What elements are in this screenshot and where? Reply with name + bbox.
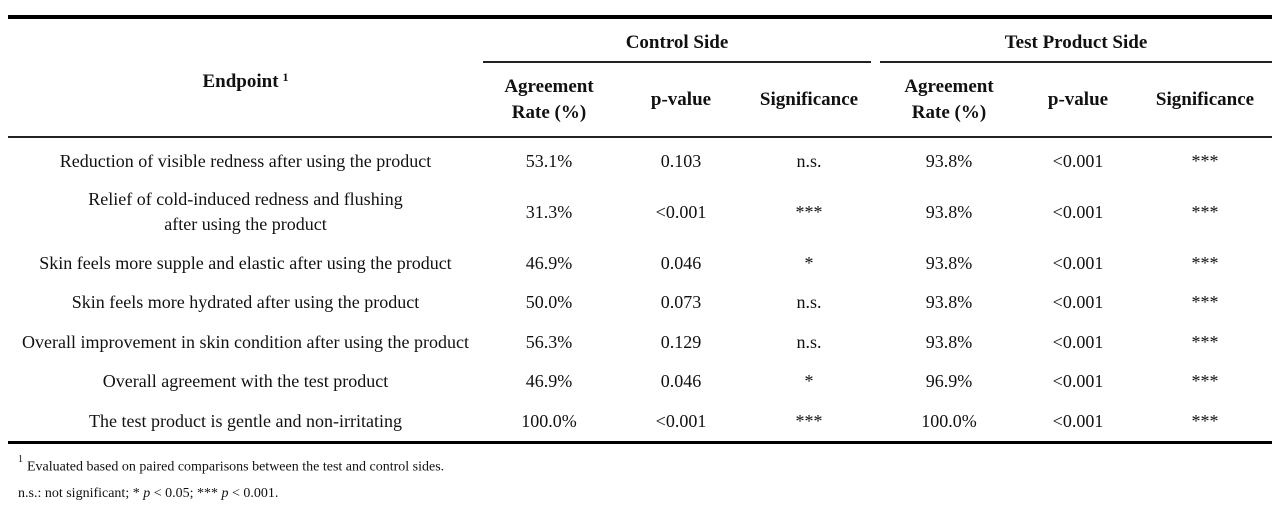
legend-part2: < 0.05; *** (150, 486, 222, 501)
control-agreement-header-line1: Agreement (504, 76, 594, 97)
test-agreement-rate-header: Agreement Rate (%) (880, 70, 1018, 130)
table-row: Skin feels more supple and elastic after… (0, 248, 1277, 278)
control-p-cell: 0.073 (660, 291, 702, 312)
table-row: Overall agreement with the test product … (0, 366, 1277, 396)
control-group-rule (483, 61, 871, 63)
table-top-rule (8, 15, 1272, 19)
endpoint-line2: after using the product (164, 214, 327, 234)
table-row: Relief of cold-induced redness and flush… (0, 185, 1277, 239)
footnote-significance-legend: n.s.: not significant; * p < 0.05; *** p… (18, 485, 278, 503)
control-p-cell: <0.001 (655, 201, 707, 222)
endpoint-cell: Overall improvement in skin condition af… (22, 331, 469, 352)
test-sig-cell: *** (1191, 291, 1219, 312)
test-product-side-header: Test Product Side (1004, 31, 1148, 53)
control-p-cell: 0.046 (660, 370, 702, 391)
control-sig-cell: *** (795, 201, 823, 222)
control-significance-header: Significance (759, 89, 859, 110)
endpoint-line1: Relief of cold-induced redness and flush… (88, 189, 403, 209)
test-sig-cell: *** (1191, 370, 1219, 391)
endpoint-cell: Relief of cold-induced redness and flush… (8, 185, 483, 239)
table-row: The test product is gentle and non-irrit… (0, 406, 1277, 436)
test-p-cell: <0.001 (1052, 291, 1104, 312)
test-significance-header: Significance (1155, 89, 1255, 110)
control-sig-cell: n.s. (796, 291, 822, 312)
table-row: Overall improvement in skin condition af… (0, 327, 1277, 357)
control-p-cell: 0.103 (660, 150, 702, 171)
control-agreement-header-line2: Rate (%) (511, 102, 587, 123)
control-sig-cell: * (804, 370, 814, 391)
control-rate-cell: 100.0% (521, 410, 577, 431)
legend-part3: < 0.001. (228, 486, 279, 501)
legend-part1: n.s.: not significant; * (18, 486, 144, 501)
test-p-cell: <0.001 (1052, 331, 1104, 352)
endpoint-column-header: Endpoint 1 (8, 62, 483, 100)
test-p-cell: <0.001 (1052, 410, 1104, 431)
test-rate-cell: 93.8% (925, 150, 973, 171)
test-rate-cell: 93.8% (925, 331, 973, 352)
endpoint-footnote-marker: 1 (282, 69, 289, 84)
control-sig-cell: n.s. (796, 150, 822, 171)
test-sig-cell: *** (1191, 150, 1219, 171)
test-sig-cell: *** (1191, 331, 1219, 352)
endpoint-cell: Overall agreement with the test product (102, 370, 389, 391)
control-p-cell: 0.046 (660, 252, 702, 273)
control-p-cell: <0.001 (655, 410, 707, 431)
footnote-1: 1 Evaluated based on paired comparisons b… (18, 454, 444, 477)
test-rate-cell: 96.9% (925, 370, 973, 391)
control-rate-cell: 46.9% (525, 252, 573, 273)
control-rate-cell: 56.3% (525, 331, 573, 352)
test-agreement-header-line1: Agreement (904, 76, 994, 97)
test-rate-cell: 93.8% (925, 252, 973, 273)
control-p-cell: 0.129 (660, 331, 702, 352)
legend-p-symbol-1: p (143, 486, 151, 501)
table-row: Reduction of visible redness after using… (0, 146, 1277, 176)
endpoint-cell: The test product is gentle and non-irrit… (89, 410, 402, 431)
control-sig-cell: n.s. (796, 331, 822, 352)
test-agreement-header-line2: Rate (%) (911, 102, 987, 123)
control-rate-cell: 46.9% (525, 370, 573, 391)
legend-p-symbol-2: p (221, 486, 229, 501)
control-sig-cell: * (804, 252, 814, 273)
test-p-cell: <0.001 (1052, 252, 1104, 273)
endpoint-cell: Skin feels more supple and elastic after… (39, 252, 452, 273)
endpoint-cell: Skin feels more hydrated after using the… (71, 291, 420, 312)
control-rate-cell: 50.0% (525, 291, 573, 312)
test-sig-cell: *** (1191, 410, 1219, 431)
test-sig-cell: *** (1191, 252, 1219, 273)
test-rate-cell: 100.0% (921, 410, 977, 431)
test-rate-cell: 93.8% (925, 291, 973, 312)
header-bottom-rule (8, 136, 1272, 138)
footnote-1-marker: 1 (18, 454, 23, 465)
test-group-rule (880, 61, 1272, 63)
control-rate-cell: 31.3% (525, 201, 573, 222)
test-sig-cell: *** (1191, 201, 1219, 222)
test-p-value-header: p-value (1047, 89, 1109, 110)
endpoint-cell: Reduction of visible redness after using… (59, 150, 432, 171)
control-agreement-rate-header: Agreement Rate (%) (483, 70, 615, 130)
test-p-cell: <0.001 (1052, 370, 1104, 391)
test-rate-cell: 93.8% (925, 201, 973, 222)
control-side-header: Control Side (625, 31, 729, 53)
table-bottom-rule (8, 441, 1272, 444)
control-p-value-header: p-value (650, 89, 712, 110)
table-row: Skin feels more hydrated after using the… (0, 287, 1277, 317)
control-sig-cell: *** (795, 410, 823, 431)
test-p-cell: <0.001 (1052, 150, 1104, 171)
endpoint-header-label: Endpoint (202, 70, 279, 92)
test-p-cell: <0.001 (1052, 201, 1104, 222)
control-rate-cell: 53.1% (525, 150, 573, 171)
footnote-1-text: Evaluated based on paired comparisons be… (27, 459, 445, 475)
